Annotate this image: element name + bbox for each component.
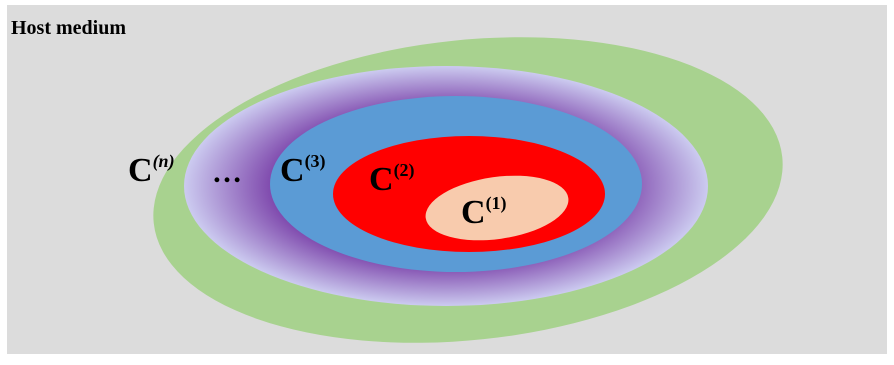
host-medium-title: Host medium xyxy=(11,17,126,39)
layer-n-label-sup: (n) xyxy=(153,151,175,172)
layer-1-label-sup: (1) xyxy=(486,193,507,214)
layer-2-label-base: C xyxy=(369,161,394,198)
layer-1-label-base: C xyxy=(461,194,486,231)
layer-dots-label: … xyxy=(212,156,242,189)
layer-3-label-base: C xyxy=(280,152,305,189)
layer-n-label-base: C xyxy=(128,152,153,189)
layer-2-label-sup: (2) xyxy=(394,160,415,181)
layer-3-label-sup: (3) xyxy=(305,151,326,172)
